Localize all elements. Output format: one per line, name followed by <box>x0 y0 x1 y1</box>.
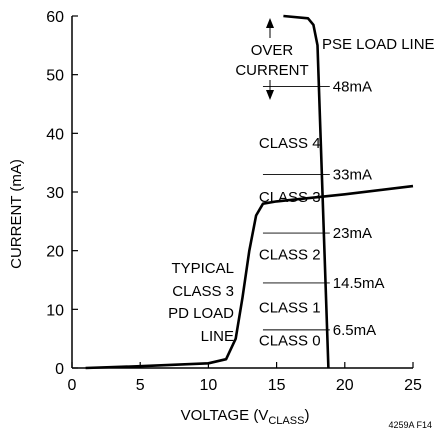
x-tick-label: 0 <box>68 377 77 394</box>
class-label: CLASS 0 <box>259 333 321 350</box>
pd-load-line-label: CLASS 3 <box>172 283 234 300</box>
x-tick-label: 5 <box>136 377 145 394</box>
x-tick-label: 10 <box>200 377 218 394</box>
x-axis-title-main: VOLTAGE (V <box>181 407 269 424</box>
x-axis-title-sub: CLASS <box>268 415 304 427</box>
threshold-label: 33mA <box>333 166 372 183</box>
pd-load-line-label: PD LOAD <box>168 305 234 322</box>
class-label: CLASS 4 <box>259 135 321 152</box>
series-line-1 <box>85 184 414 370</box>
series-lines <box>85 14 414 370</box>
y-tick-label: 40 <box>46 126 64 143</box>
x-tick-label: 20 <box>336 377 354 394</box>
threshold-lines: 6.5mA 14.5mA 23mA 33mA 48mA <box>262 78 385 339</box>
chart-labels: CLASS 0 CLASS 1 CLASS 2 CLASS 3 CLASS 4 PSE L… <box>168 18 435 350</box>
y-tick-label: 50 <box>46 68 64 85</box>
over-current-arrow-up-head <box>266 18 274 28</box>
over-current-arrow-down-head <box>266 90 274 100</box>
class-label: CLASS 2 <box>259 246 321 263</box>
pd-load-line-label: LINE <box>201 328 234 345</box>
over-current-label: CURRENT <box>235 62 308 79</box>
y-tick-label: 0 <box>55 361 64 378</box>
y-tick-label: 60 <box>46 9 64 26</box>
class-label: CLASS 3 <box>259 189 321 206</box>
y-tick-label: 10 <box>46 302 64 319</box>
pse-load-line-label: PSE LOAD LINE <box>322 36 435 53</box>
y-axis-title: CURRENT (mA) <box>8 159 25 269</box>
threshold-label: 6.5mA <box>333 322 376 339</box>
threshold-label: 14.5mA <box>333 275 385 292</box>
figure-id: 4259A F14 <box>388 420 432 430</box>
x-axis-title-end: ) <box>304 407 309 424</box>
series-line-2 <box>283 14 330 369</box>
x-tick-label: 15 <box>268 377 286 394</box>
tick-labels: 0 5 10 15 20 25 0 10 20 30 40 50 60 <box>46 9 422 394</box>
threshold-label: 48mA <box>333 78 372 95</box>
x-axis-title: VOLTAGE (VCLASS) <box>181 407 310 427</box>
x-tick-label: 25 <box>404 377 422 394</box>
class-label: CLASS 1 <box>259 299 321 316</box>
pd-load-line-label: TYPICAL <box>171 260 234 277</box>
y-tick-label: 20 <box>46 244 64 261</box>
y-tick-label: 30 <box>46 185 64 202</box>
threshold-label: 23mA <box>333 225 372 242</box>
over-current-label: OVER <box>251 42 294 59</box>
